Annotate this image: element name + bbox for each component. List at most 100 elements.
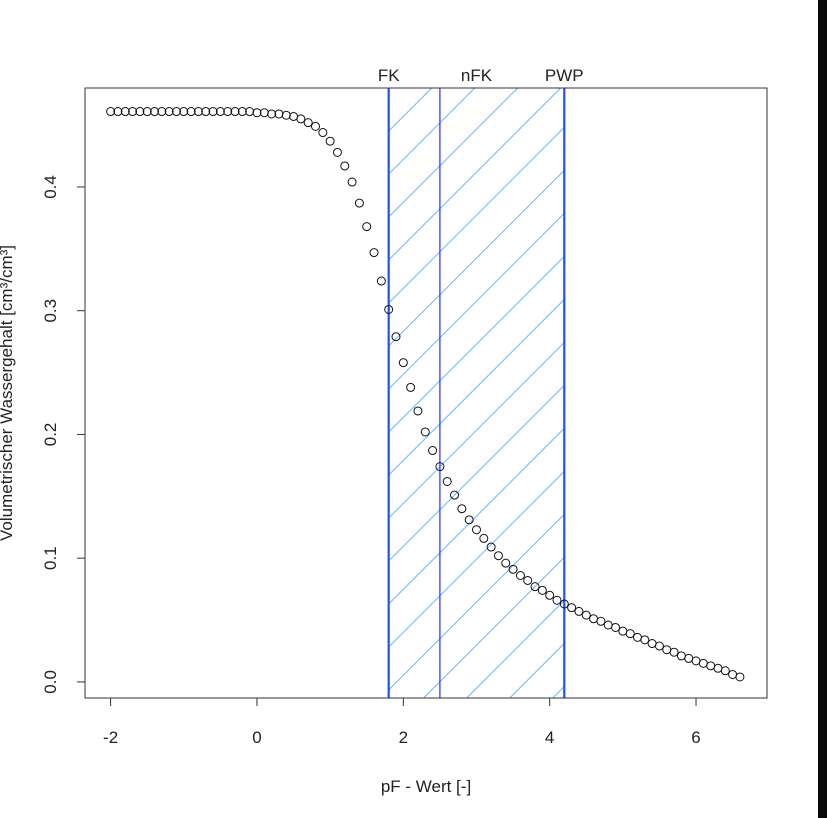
window-edge bbox=[818, 0, 827, 818]
data-point bbox=[325, 136, 335, 146]
data-point bbox=[413, 406, 423, 416]
annotation-fk: FK bbox=[378, 66, 400, 85]
data-point bbox=[559, 599, 569, 609]
y-tick-label: 0.3 bbox=[41, 299, 60, 323]
data-point bbox=[450, 490, 460, 500]
data-point bbox=[581, 610, 591, 620]
data-point bbox=[398, 358, 408, 368]
data-point bbox=[618, 626, 628, 636]
hatch-line bbox=[423, 557, 565, 699]
data-point bbox=[150, 107, 160, 117]
data-point bbox=[676, 651, 686, 661]
data-point bbox=[493, 551, 503, 561]
hatch-area bbox=[388, 87, 565, 699]
y-tick-label: 0.1 bbox=[41, 546, 60, 570]
data-point bbox=[457, 504, 467, 514]
data-point bbox=[471, 525, 481, 535]
data-point bbox=[340, 161, 350, 171]
data-point bbox=[406, 382, 416, 392]
hatch-line bbox=[388, 342, 565, 519]
data-point bbox=[428, 446, 438, 456]
x-tick-label: 4 bbox=[545, 728, 554, 747]
data-point bbox=[545, 590, 555, 600]
data-point bbox=[384, 304, 394, 314]
y-tick-label: 0.2 bbox=[41, 423, 60, 447]
data-point bbox=[179, 107, 189, 117]
data-point bbox=[267, 109, 277, 119]
hatch-line bbox=[388, 514, 565, 691]
data-point bbox=[611, 622, 621, 632]
data-point bbox=[647, 639, 657, 649]
data-point bbox=[201, 107, 211, 117]
data-points bbox=[106, 107, 745, 682]
data-point bbox=[501, 558, 511, 568]
y-axis-label: Volumetrischer Wassergehalt [cm³/cm³] bbox=[0, 245, 16, 541]
data-point bbox=[128, 107, 138, 117]
data-point bbox=[164, 107, 174, 117]
data-point bbox=[486, 542, 496, 552]
hatch-line bbox=[509, 643, 565, 699]
data-point bbox=[706, 661, 716, 671]
x-axis-label: pF - Wert [-] bbox=[381, 777, 471, 796]
data-point bbox=[347, 177, 357, 187]
data-point bbox=[362, 222, 372, 232]
data-point bbox=[625, 629, 635, 639]
data-point bbox=[435, 462, 445, 472]
data-point bbox=[640, 635, 650, 645]
hatch-line bbox=[388, 127, 565, 304]
x-tick-label: 6 bbox=[691, 728, 700, 747]
x-tick-label: 2 bbox=[399, 728, 408, 747]
data-point bbox=[567, 603, 577, 613]
hatch-line bbox=[388, 170, 565, 347]
x-tick-label: -2 bbox=[103, 728, 118, 747]
y-axis: 0.0 0.1 0.2 0.3 0.4 bbox=[41, 175, 86, 694]
data-point bbox=[120, 107, 130, 117]
data-point bbox=[662, 645, 672, 655]
hatch-line bbox=[388, 87, 433, 132]
data-point bbox=[245, 107, 255, 117]
data-point bbox=[274, 109, 284, 119]
data-point bbox=[318, 128, 328, 138]
data-point bbox=[252, 108, 262, 118]
data-point bbox=[354, 198, 364, 208]
x-axis: -2 0 2 4 6 bbox=[103, 697, 701, 747]
data-point bbox=[735, 672, 745, 682]
data-point bbox=[106, 107, 116, 117]
data-point bbox=[237, 107, 247, 117]
data-point bbox=[135, 107, 145, 117]
hatch-line bbox=[388, 428, 565, 605]
data-point bbox=[669, 647, 679, 657]
data-point bbox=[259, 108, 269, 118]
data-point bbox=[603, 620, 613, 630]
data-point bbox=[311, 121, 321, 131]
data-point bbox=[208, 107, 218, 117]
data-point bbox=[596, 616, 606, 626]
data-point bbox=[515, 571, 525, 581]
vertical-lines bbox=[387, 88, 566, 698]
annotations: FK nFK PWP bbox=[378, 66, 584, 85]
data-point bbox=[376, 276, 386, 286]
data-point bbox=[142, 107, 152, 117]
hatch-line bbox=[388, 87, 519, 218]
hatch-line bbox=[388, 256, 565, 433]
data-point bbox=[113, 107, 123, 117]
data-point bbox=[223, 107, 233, 117]
hatch-line bbox=[388, 471, 565, 648]
hatch-line bbox=[388, 87, 476, 175]
data-point bbox=[530, 582, 540, 592]
data-point bbox=[654, 641, 664, 651]
data-point bbox=[281, 110, 291, 120]
data-point bbox=[479, 533, 489, 543]
data-point bbox=[391, 332, 401, 342]
hatch-line bbox=[388, 87, 562, 261]
data-point bbox=[215, 107, 225, 117]
data-point bbox=[684, 653, 694, 663]
hatch-line bbox=[388, 385, 565, 562]
data-point bbox=[523, 575, 533, 585]
data-point bbox=[171, 107, 181, 117]
annotation-nfk: nFK bbox=[461, 66, 493, 85]
data-point bbox=[537, 585, 547, 595]
data-point bbox=[186, 107, 196, 117]
y-tick-label: 0.4 bbox=[41, 175, 60, 199]
